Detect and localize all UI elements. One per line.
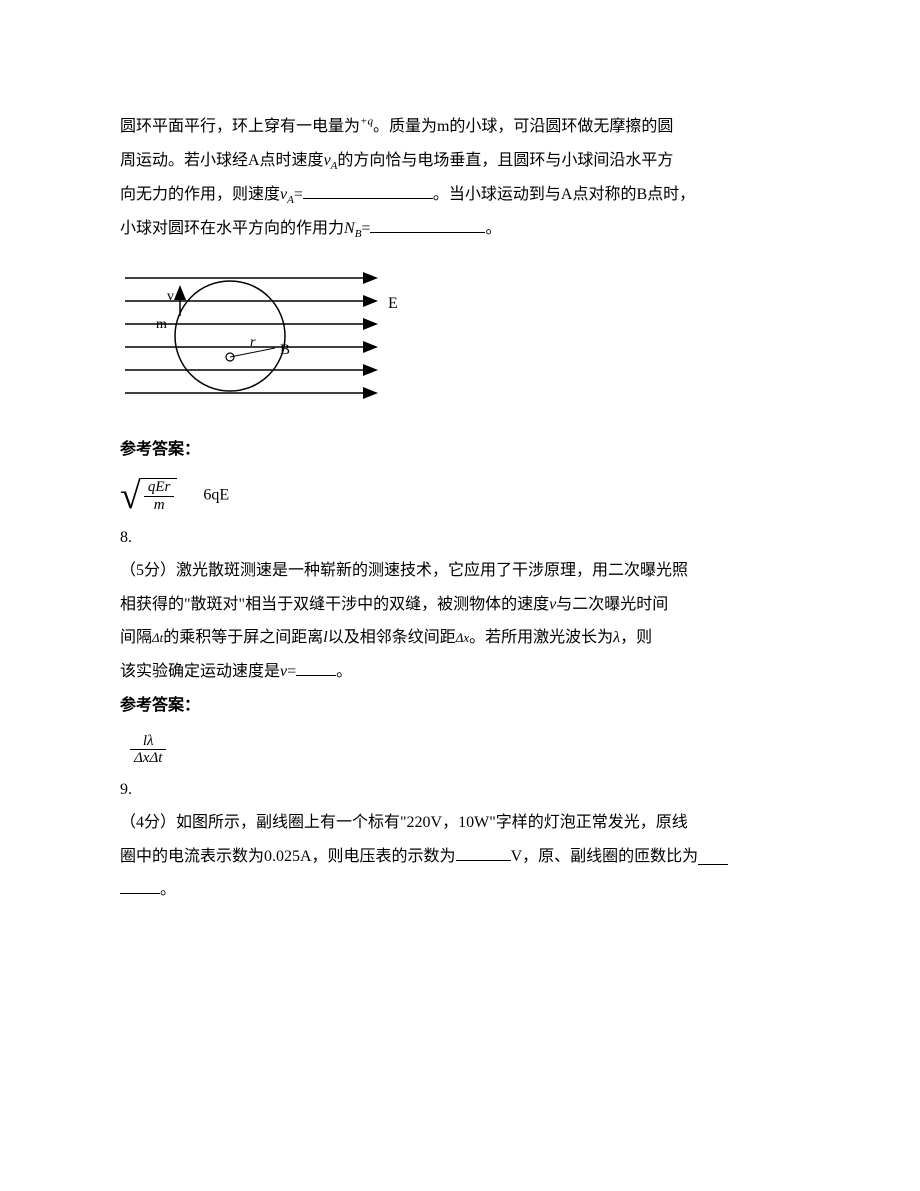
q7-eq1: = [294, 186, 303, 203]
q7-text-4a: 小球对圆环在水平方向的作用力 [120, 220, 344, 237]
blank-NB [370, 216, 485, 233]
q8-text3a: 间隔 [120, 629, 152, 646]
q8-text3e: ，则 [620, 629, 652, 646]
q7-plusq-val: +q [360, 116, 373, 128]
label-E: E [388, 295, 398, 312]
q8-line2: 相获得的"散斑对"相当于双缝干涉中的双缝，被测物体的速度v与二次曝光时间 [120, 588, 810, 622]
q7-line3: 向无力的作用，则速度vA=。当小球运动到与A点对称的B点时， [120, 178, 810, 212]
q7-diagram-svg: r v m B E [120, 258, 400, 408]
label-B: B [280, 342, 290, 358]
q7-line2: 周运动。若小球经A点时速度vA的方向恰与电场垂直，且圆环与小球间沿水平方 [120, 144, 810, 178]
q8-points: （5分） [120, 562, 176, 579]
q7-text-3a: 向无力的作用，则速度 [120, 186, 280, 203]
q9-text2b: V，原、副线圈的匝数比为 [511, 848, 699, 865]
sqrt-body: qEr m [141, 478, 178, 513]
blank-ratio [120, 877, 160, 894]
sqrt-num: qEr [144, 479, 175, 497]
blank-v [296, 659, 336, 676]
q8-line3: 间隔Δt的乘积等于屏之间距离l以及相邻条纹间距Δx。若所用激光波长为λ，则 [120, 621, 810, 655]
q7-text-3b: 。当小球运动到与A点对称的B点时， [433, 186, 695, 203]
q8-text2b: 与二次曝光时间 [556, 596, 668, 613]
svg-text:v: v [167, 289, 174, 304]
q7-text-1a: 圆环平面平行，环上穿有一电量为 [120, 118, 360, 135]
q8-line1: （5分）激光散斑测速是一种崭新的测速技术，它应用了干涉原理，用二次曝光照 [120, 554, 810, 588]
q8-line4: 该实验确定运动速度是v=。 [120, 655, 810, 689]
q9-points: （4分） [120, 814, 176, 831]
q7-vA2-sub: A [287, 194, 294, 206]
q9-number: 9. [120, 773, 810, 807]
document-page: 圆环平面平行，环上穿有一电量为+q。质量为m的小球，可沿圆环做无摩擦的圆 周运动… [0, 0, 920, 1191]
q8-text3b: 的乘积等于屏之间距离 [163, 629, 323, 646]
blank-ratio-partial [698, 848, 728, 865]
blank-vA [303, 182, 433, 199]
q8-text4b: 。 [336, 663, 352, 680]
q8-dx: Δx [456, 630, 469, 645]
q8-answer-frac: lλ ΔxΔt [130, 733, 166, 767]
q8-ans-den: ΔxΔt [130, 750, 166, 767]
q7-text-2b: 的方向恰与电场垂直，且圆环与小球间沿水平方 [337, 152, 673, 169]
sqrt-frac: qEr m [144, 479, 175, 513]
q7-answer-heading: 参考答案： [120, 433, 810, 467]
q8-text2a: 相获得的"散斑对"相当于双缝干涉中的双缝，被测物体的速度 [120, 596, 549, 613]
q8-text3d: 。若所用激光波长为 [469, 629, 613, 646]
q8-text3c: 以及相邻条纹间距 [328, 629, 456, 646]
q7-line4: 小球对圆环在水平方向的作用力NB=。 [120, 212, 810, 246]
svg-text:r: r [250, 335, 256, 350]
q7-plusq: +q [360, 118, 373, 135]
q9-text3: 。 [160, 881, 176, 898]
label-m: m [156, 317, 167, 332]
sqrt-den: m [144, 497, 175, 514]
q7-vA: v [324, 152, 331, 169]
q8-text1: 激光散斑测速是一种崭新的测速技术，它应用了干涉原理，用二次曝光照 [176, 562, 688, 579]
q7-NB: N [344, 220, 355, 237]
q7-line1: 圆环平面平行，环上穿有一电量为+q。质量为m的小球，可沿圆环做无摩擦的圆 [120, 110, 810, 144]
sqrt-sign-icon: √ [120, 477, 141, 515]
q9-line2: 圈中的电流表示数为0.025A，则电压表的示数为 V，原、副线圈的匝数比为 [120, 840, 810, 874]
q8-eq: = [287, 663, 296, 680]
q8-dt: Δt [152, 630, 163, 645]
q8-answer-heading: 参考答案： [120, 689, 810, 723]
blank-volt [456, 844, 511, 861]
q9-line3: 。 [120, 873, 810, 907]
q8-text4a: 该实验确定运动速度是 [120, 663, 280, 680]
q7-text-4b: 。 [485, 220, 501, 237]
q9-text2a: 圈中的电流表示数为0.025A，则电压表的示数为 [120, 848, 456, 865]
q7-answer: √ qEr m 6qE [120, 477, 810, 515]
q7-text-1b: 。质量为m的小球，可沿圆环做无摩擦的圆 [373, 118, 673, 135]
sqrt-expression: √ qEr m [120, 477, 177, 515]
q8-ans-num: lλ [130, 733, 166, 751]
q9-text1: 如图所示，副线圈上有一个标有"220V，10W"字样的灯泡正常发光，原线 [176, 814, 688, 831]
q7-eq2: = [361, 220, 370, 237]
q8-answer: lλ ΔxΔt [120, 732, 810, 766]
q9-line1: （4分）如图所示，副线圈上有一个标有"220V，10W"字样的灯泡正常发光，原线 [120, 806, 810, 840]
q7-answer-2: 6qE [203, 486, 229, 503]
q8-number: 8. [120, 521, 810, 555]
q7-figure: r v m B E [120, 258, 810, 421]
q7-text-2a: 周运动。若小球经A点时速度 [120, 152, 324, 169]
